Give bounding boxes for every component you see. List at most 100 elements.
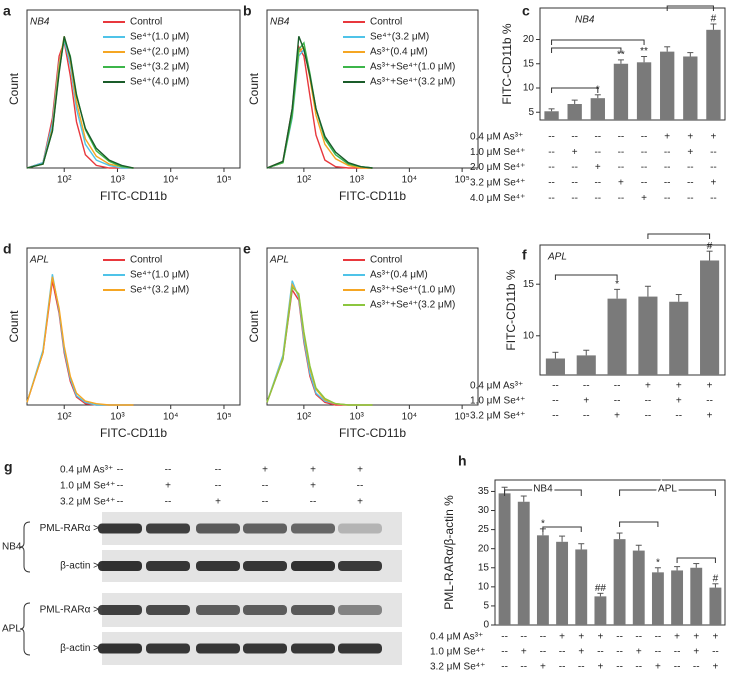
histogram-curve: [266, 36, 373, 169]
y-tick-label: 0: [483, 620, 489, 631]
x-tick-label: 10³: [110, 412, 125, 423]
legend-label: Se⁴⁺(3.2 μM): [370, 32, 429, 43]
histogram-curve: [266, 45, 373, 169]
y-tick-label: 15: [478, 562, 490, 573]
legend-label: Se⁴⁺(1.0 μM): [130, 32, 189, 43]
condition-entry: --: [215, 481, 222, 492]
condition-entry: +: [641, 193, 647, 204]
condition-entry: --: [664, 178, 671, 189]
condition-entry: --: [706, 396, 713, 407]
x-tick-label: 10²: [57, 175, 72, 186]
condition-entry: --: [357, 481, 364, 492]
condition-entry: --: [540, 632, 547, 643]
condition-entry: +: [645, 381, 651, 392]
x-tick-label: 10³: [110, 175, 125, 186]
condition-entry: --: [578, 662, 585, 673]
legend-label: Se⁴⁺(2.0 μM): [130, 47, 189, 58]
x-tick-label: 10⁴: [163, 412, 178, 423]
condition-entry: --: [635, 632, 642, 643]
panel-label: b: [243, 3, 252, 19]
bar: [576, 355, 596, 375]
comparison-bracket: [551, 39, 645, 45]
condition-entry: --: [614, 381, 621, 392]
condition-entry: +: [693, 647, 699, 658]
bar: [556, 541, 569, 625]
blot-band: [243, 605, 287, 615]
group-label: APL: [658, 484, 677, 495]
condition-entry: +: [711, 178, 717, 189]
condition-entry: --: [571, 178, 578, 189]
condition-entry: --: [215, 465, 222, 476]
band-label: β-actin >: [60, 643, 99, 654]
condition-entry: +: [712, 662, 718, 673]
condition-entry: +: [559, 632, 565, 643]
x-tick-label: 10⁵: [454, 175, 469, 186]
y-tick-label: 20: [523, 34, 535, 45]
comparison-bracket: [542, 526, 582, 532]
blot-band: [146, 643, 190, 654]
y-tick-label: 15: [523, 58, 535, 69]
panel-label: c: [522, 3, 530, 19]
condition-entry: --: [618, 162, 625, 173]
condition-entry: --: [641, 162, 648, 173]
condition-entry: --: [552, 381, 559, 392]
y-axis-title: Count: [247, 310, 261, 343]
significance-mark: *: [541, 518, 545, 529]
condition-entry: --: [540, 647, 547, 658]
condition-entry: --: [583, 381, 590, 392]
y-tick-label: 15: [523, 279, 535, 290]
histogram-curve: [266, 44, 373, 169]
bar: [545, 358, 565, 375]
condition-entry: --: [262, 497, 269, 508]
x-tick-label: 10⁵: [454, 412, 469, 423]
legend-label: Se⁴⁺(4.0 μM): [130, 77, 189, 88]
x-tick-label: 10²: [297, 175, 312, 186]
bar: [607, 298, 627, 375]
condition-entry: +: [595, 162, 601, 173]
condition-entry: --: [655, 647, 662, 658]
condition-entry: --: [583, 411, 590, 422]
condition-entry: +: [262, 465, 268, 476]
blot-band: [98, 605, 142, 615]
bar: [660, 51, 675, 120]
blot-band: [338, 605, 382, 615]
condition-label: 0.4 μM As³⁺: [470, 132, 523, 143]
panel-label: a: [3, 3, 11, 19]
x-tick-label: 10⁵: [216, 175, 231, 186]
group-bracket: [504, 489, 582, 496]
condition-entry: +: [707, 411, 713, 422]
condition-entry: +: [165, 481, 171, 492]
legend-label: As³⁺+Se⁴⁺(1.0 μM): [370, 62, 455, 73]
blot-band: [338, 523, 382, 534]
blot-band: [146, 523, 190, 534]
blot-band: [98, 561, 142, 571]
condition-entry: --: [710, 162, 717, 173]
condition-entry: --: [117, 465, 124, 476]
condition-entry: +: [357, 465, 363, 476]
condition-entry: --: [520, 632, 527, 643]
condition-entry: --: [594, 193, 601, 204]
condition-label: 3.2 μM Se⁴⁺: [60, 497, 115, 508]
panel-label: h: [458, 453, 467, 469]
condition-entry: +: [310, 465, 316, 476]
blot-band: [196, 523, 240, 534]
condition-entry: --: [664, 162, 671, 173]
y-tick-label: 10: [478, 581, 490, 592]
condition-entry: --: [616, 647, 623, 658]
comparison-bracket: [551, 47, 622, 53]
condition-entry: --: [641, 147, 648, 158]
histogram-curve: [266, 41, 373, 169]
bar: [638, 296, 658, 375]
condition-entry: --: [618, 147, 625, 158]
significance-mark: #: [713, 573, 719, 584]
histogram-curve: [266, 280, 373, 406]
legend-label: As³⁺(0.4 μM): [370, 270, 428, 281]
condition-entry: --: [664, 193, 671, 204]
y-axis-title: FITC-CD11b %: [504, 269, 518, 350]
blot-band: [196, 561, 240, 571]
condition-entry: --: [641, 178, 648, 189]
histogram-curve: [266, 287, 373, 406]
condition-entry: --: [597, 647, 604, 658]
condition-entry: --: [117, 481, 124, 492]
condition-entry: --: [165, 497, 172, 508]
